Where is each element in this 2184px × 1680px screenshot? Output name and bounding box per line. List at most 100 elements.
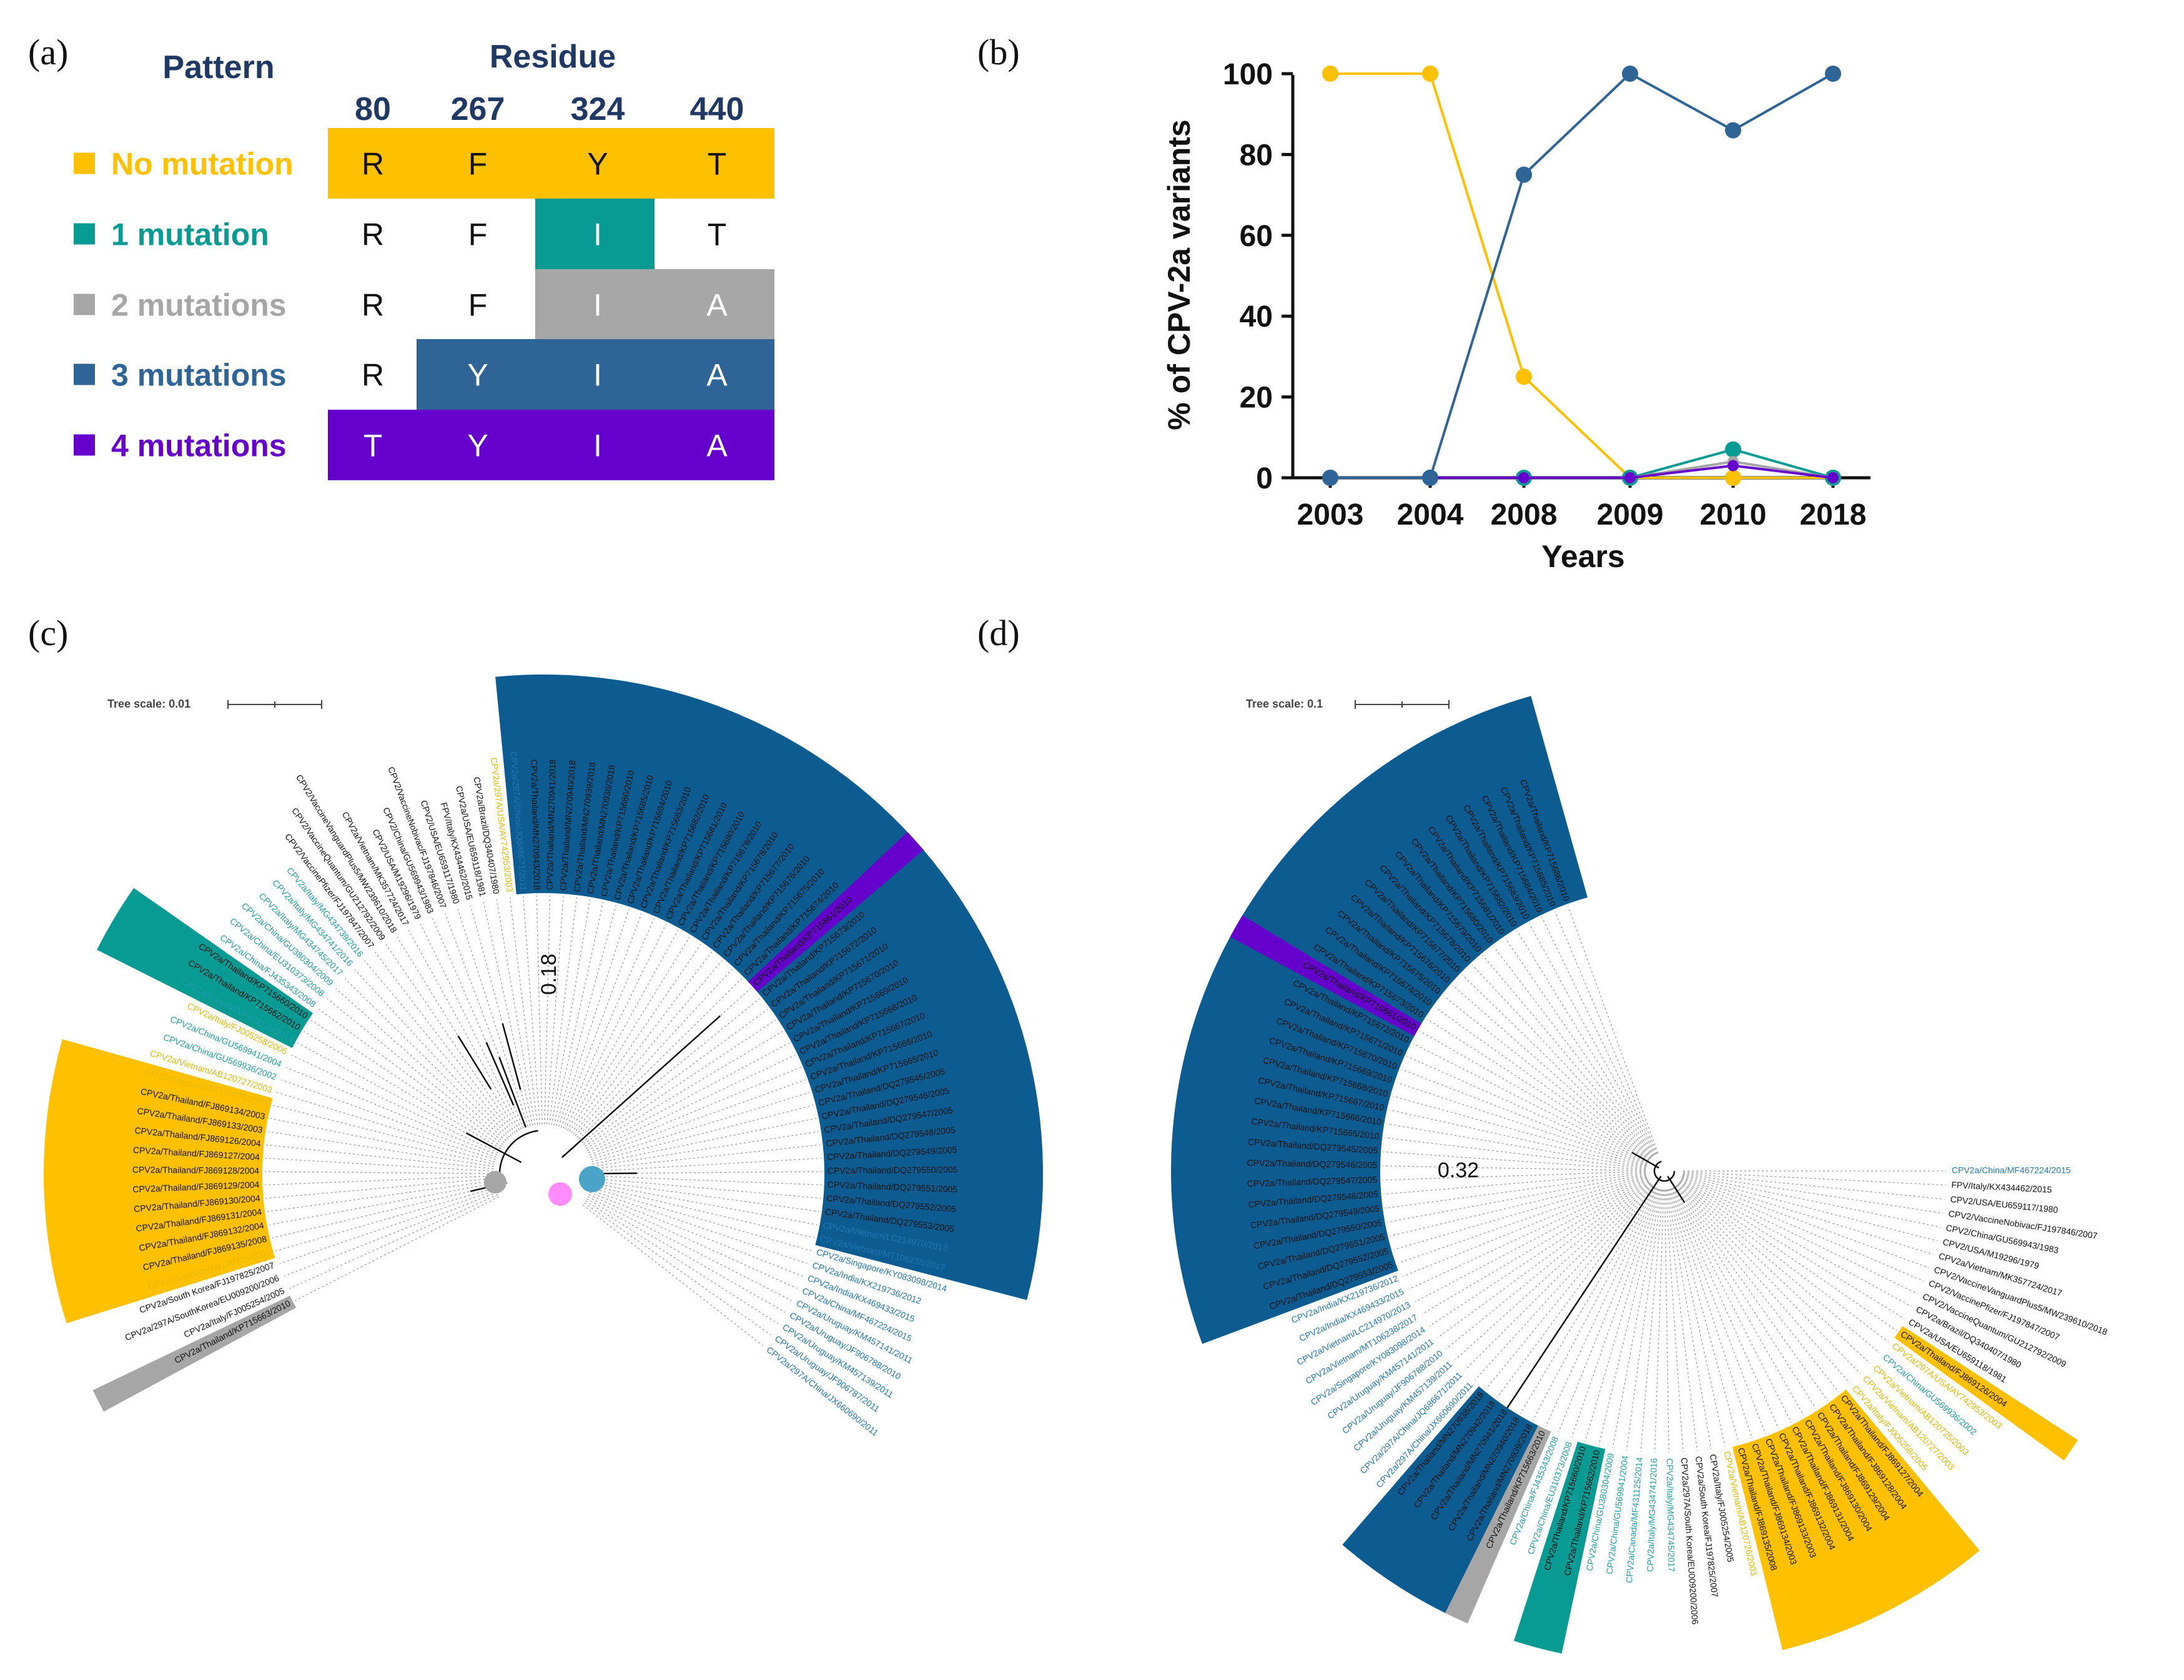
- leaf-guide: [277, 1092, 496, 1160]
- tree-branch: [502, 1023, 521, 1090]
- three-mutations-clade-small: [1342, 1386, 1538, 1613]
- leaf-guide: [576, 969, 733, 1138]
- amino-acid: I: [593, 358, 602, 393]
- leaf-guide: [1672, 1187, 1792, 1423]
- data-point: [1827, 472, 1839, 483]
- leaf-guide: [265, 1178, 494, 1199]
- legend-square: [74, 363, 95, 385]
- leaf-guide: [1681, 1178, 1919, 1295]
- leaf-guide: [397, 937, 518, 1132]
- tree-scale-label: Tree scale: 0.1: [1246, 698, 1323, 710]
- tree-leaf-label: CPV2a/China/MF467224/2015: [1952, 1165, 2071, 1175]
- panel-d-phylogenetic-tree: Tree scale: 0.1 CPV2a/China/MF467224/201…: [1171, 696, 2109, 1654]
- leaf-guide: [273, 1105, 495, 1162]
- leaf-guide: [496, 899, 536, 1125]
- leaf-guide: [470, 905, 531, 1126]
- panel-label-a: (a): [28, 32, 69, 72]
- leaf-guide: [1674, 1186, 1828, 1401]
- legend-square: [74, 434, 95, 456]
- mutation-block: [328, 410, 774, 480]
- pattern-label: 1 mutation: [111, 217, 269, 252]
- amino-acid: R: [362, 288, 384, 323]
- leaf-guide: [1383, 1171, 1646, 1181]
- leaf-guide: [1520, 1187, 1656, 1414]
- leaf-guide: [344, 978, 508, 1140]
- residue-number: 80: [355, 91, 391, 127]
- leaf-guide: [565, 924, 667, 1130]
- leaf-guide: [1665, 1189, 1684, 1453]
- leaf-guide: [592, 1118, 817, 1165]
- amino-acid: A: [706, 358, 728, 393]
- leaf-guide: [1426, 1019, 1649, 1162]
- leaf-guide: [1664, 1189, 1669, 1453]
- legend-square: [74, 223, 95, 245]
- no-mutation-clade: [43, 1039, 275, 1323]
- leaf-guide: [1584, 1188, 1660, 1442]
- leaf-guide: [1465, 1183, 1652, 1371]
- tree-branch: [498, 1057, 526, 1128]
- amino-acid: T: [708, 147, 727, 182]
- leaf-guide: [1383, 1172, 1646, 1195]
- data-point: [1422, 470, 1438, 486]
- y-axis-label: % of CPV-2a variants: [1162, 119, 1197, 430]
- pattern-label: 3 mutations: [111, 358, 287, 393]
- leaf-guide: [266, 1144, 494, 1170]
- leaf-guide: [272, 1185, 495, 1238]
- leaf-guide: [1671, 1188, 1766, 1435]
- tree-leaf-label: CPV2a/Italy/MG434741/2016: [1645, 1458, 1659, 1572]
- leaf-guide: [587, 1196, 792, 1301]
- leaf-guide: [1571, 1188, 1659, 1438]
- node-marker-blue: [579, 1166, 605, 1192]
- panel-label-c: (c): [28, 613, 69, 653]
- leaf-guide: [1680, 1180, 1905, 1319]
- leaf-guide: [375, 952, 514, 1135]
- leaf-guide: [284, 1192, 497, 1277]
- leaf-guide: [268, 1131, 495, 1167]
- leaf-guide: [275, 1187, 496, 1252]
- amino-acid: Y: [467, 358, 488, 393]
- amino-acid: R: [362, 147, 384, 182]
- no-mutation-clade-small: [1894, 1326, 2078, 1461]
- leaf-guide: [593, 1157, 822, 1172]
- data-point: [1322, 470, 1338, 486]
- amino-acid: R: [362, 217, 384, 252]
- leaf-guide: [445, 913, 526, 1128]
- leaf-guide: [1398, 1177, 1647, 1264]
- leaf-guide: [509, 897, 538, 1125]
- x-tick-label: 2008: [1491, 498, 1558, 531]
- series-line: [1330, 464, 1834, 479]
- leaf-guide: [1654, 1189, 1664, 1453]
- amino-acid: I: [593, 217, 602, 252]
- leaf-guide: [1396, 1082, 1647, 1166]
- x-tick-label: 2010: [1700, 498, 1767, 531]
- leaf-guide: [1383, 1165, 1646, 1172]
- leaf-guide: [588, 1054, 796, 1154]
- leaf-guide: [1612, 1189, 1662, 1448]
- leaf-guide: [1532, 1187, 1656, 1421]
- data-point: [1825, 66, 1841, 82]
- leaf-guide: [483, 902, 533, 1126]
- y-tick-label: 40: [1240, 300, 1273, 334]
- data-point: [1727, 460, 1739, 472]
- tree-leaf-label: CPV2a/Thailand/DQ279550/2005: [828, 1164, 958, 1175]
- leaf-guide: [583, 1202, 771, 1335]
- panel-label-b: (b): [977, 32, 1020, 72]
- leaf-guide: [546, 896, 564, 1125]
- leaf-guide: [544, 896, 551, 1125]
- leaf-guide: [1677, 1184, 1860, 1374]
- leaf-guide: [1680, 1179, 1912, 1307]
- leaf-guide: [578, 978, 743, 1140]
- tree-leaf-label: CPV2a/Thailand/DQ279547/2005: [1247, 1174, 1377, 1188]
- leaf-guide: [289, 1194, 498, 1289]
- leaf-guide: [1437, 1182, 1650, 1338]
- leaf-guide: [592, 1182, 818, 1225]
- leaf-guide: [432, 918, 524, 1129]
- tree-leaf-label: CPV2a/Thailand/MN270941/2018: [545, 759, 558, 890]
- two-mutations-clade: [92, 1295, 297, 1412]
- leaf-guide: [1598, 1189, 1661, 1445]
- leaf-guide: [1640, 1189, 1664, 1452]
- leaf-guide: [285, 1067, 498, 1155]
- leaf-guide: [1682, 1172, 1945, 1200]
- legend-square: [74, 294, 95, 315]
- leaf-guide: [310, 1019, 502, 1147]
